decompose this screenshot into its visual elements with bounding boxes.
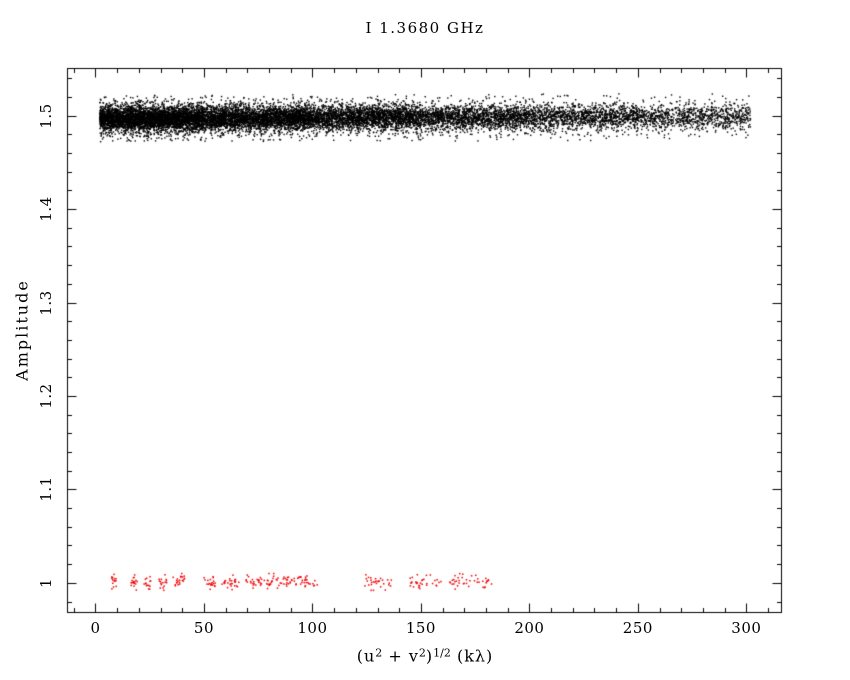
y-tick-label: 1 [37,577,55,588]
x-tick-label: 250 [622,619,653,637]
x-tick-label: 150 [405,619,436,637]
x-axis-label: (u2 + v2)1/2 (kλ) [357,647,494,666]
y-tick-label: 1.1 [37,476,55,503]
x-tick-label: 300 [731,619,762,637]
x-tick-label: 200 [514,619,545,637]
x-axis-label-segment: (kλ) [450,646,494,666]
y-tick-label: 1.4 [37,196,55,222]
y-axis-label: Amplitude [12,279,32,381]
x-tick-label: 100 [297,619,328,637]
y-tick-label: 1.5 [37,102,55,129]
x-axis-label-segment: (u [356,646,376,666]
plot-title: I 1.3680 GHz [365,19,485,37]
x-axis-label-superscript: 2 [375,646,383,660]
x-axis-label-segment: ) [425,646,434,666]
x-tick-label: 50 [193,619,214,637]
x-axis-label-superscript: 1/2 [433,646,451,660]
x-axis-label-superscript: 2 [418,646,426,660]
y-tick-label: 1.3 [37,289,55,316]
x-axis-label-segment: + v [382,646,419,666]
y-tick-label: 1.2 [37,383,55,409]
x-tick-label: 0 [90,619,101,637]
